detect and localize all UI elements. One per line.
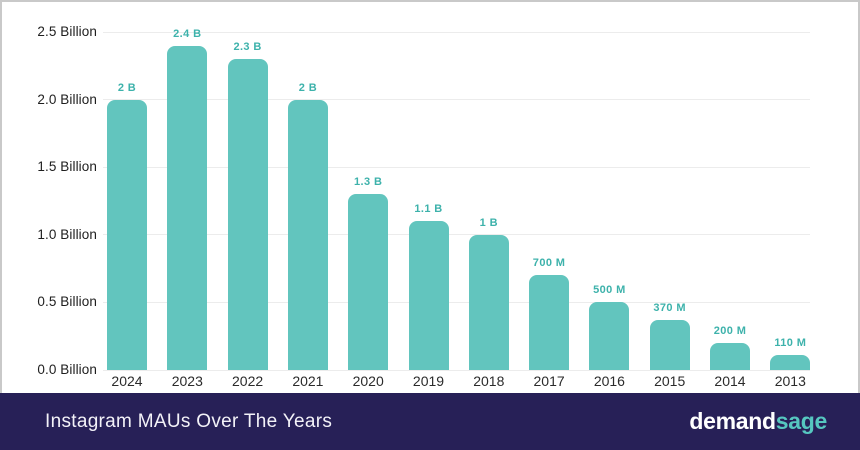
bar [167, 45, 208, 370]
gridline [103, 31, 810, 33]
gridline [103, 166, 810, 168]
gridline [103, 99, 810, 101]
bar [649, 319, 690, 370]
gridline [103, 369, 810, 371]
y-axis-tick-label: 0.0 Billion [37, 362, 97, 377]
x-axis-tick-label: 2019 [412, 373, 445, 389]
y-axis-tick-label: 2.0 Billion [37, 91, 97, 107]
logo-text-sage: sage [775, 408, 828, 434]
bar [529, 275, 570, 370]
bar [770, 355, 811, 370]
chart-title: Instagram MAUs Over The Years [45, 410, 333, 432]
footer-bar: Instagram MAUs Over The Years demandsage [0, 393, 860, 450]
bar-value-label: 2.3 B [233, 41, 262, 54]
x-axis-tick-label: 2015 [654, 373, 686, 389]
bar-value-label: 1 B [479, 216, 498, 229]
x-axis-tick-label: 2022 [232, 373, 264, 389]
bar-value-label: 200 M [713, 324, 747, 337]
bar-value-label: 370 M [653, 301, 686, 314]
bar [287, 99, 328, 370]
bar [589, 302, 630, 370]
bar-value-label: 1.1 B [414, 203, 443, 216]
x-axis-tick-label: 2017 [533, 373, 565, 389]
logo-text-demand: demand [689, 408, 776, 434]
bar-value-label: 110 M [774, 337, 807, 350]
x-axis-tick-label: 2023 [171, 373, 203, 389]
bar [710, 342, 750, 370]
x-axis-tick-label: 2013 [774, 373, 806, 389]
bar-value-label: 500 M [593, 284, 626, 297]
bar-value-label: 2.4 B [173, 27, 202, 40]
x-axis-tick-label: 2016 [593, 373, 625, 389]
x-axis-tick-label: 2018 [473, 373, 505, 389]
x-axis-tick-label: 2014 [714, 373, 746, 389]
y-axis-tick-label: 0.5 Billion [37, 294, 97, 310]
y-axis-tick-label: 1.0 Billion [37, 226, 97, 242]
gridline [103, 301, 810, 303]
bar [468, 234, 509, 370]
bar [408, 221, 449, 370]
bar [348, 194, 389, 370]
x-axis-tick-label: 2024 [111, 373, 143, 389]
y-axis-tick-label: 1.5 Billion [37, 159, 97, 175]
gridline [103, 234, 810, 236]
bar [107, 99, 147, 370]
bar-value-label: 2 B [298, 81, 318, 94]
bar [227, 59, 268, 370]
bar-value-label: 2 B [117, 81, 137, 94]
x-axis-tick-label: 2021 [292, 373, 324, 389]
demandsage-logo: demandsage [689, 408, 827, 435]
bar-value-label: 1.3 B [354, 176, 383, 189]
x-axis-tick-label: 2020 [352, 373, 384, 389]
y-axis-tick-label: 2.5 Billion [37, 24, 97, 39]
bar-value-label: 700 M [532, 257, 566, 270]
